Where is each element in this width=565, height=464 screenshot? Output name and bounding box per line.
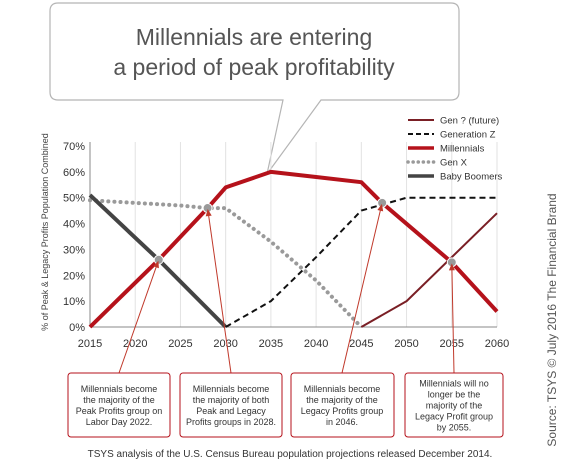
annotation-text: Millennials become the majority of both Pe… — [186, 384, 276, 427]
x-tick-label: 2025 — [168, 338, 192, 350]
y-tick-label: 50% — [63, 193, 85, 205]
annotation-arrowhead — [153, 260, 159, 269]
annotation-text: Millennials will no longer be the majority… — [415, 379, 493, 433]
series-lines — [88, 169, 499, 329]
x-tick-label: 2020 — [123, 338, 147, 350]
y-tick-label: 40% — [63, 219, 85, 231]
annotation-arrowhead — [377, 203, 384, 212]
legend: Gen ? (future) Generation Z Millennials Gen… — [406, 116, 503, 183]
y-tick-label: 0% — [69, 322, 85, 334]
annotation-text: Millennials become the majority of the Leg… — [301, 384, 384, 427]
annotation-arrowhead — [205, 209, 212, 217]
x-tick-label: 2055 — [440, 338, 464, 350]
annotation-box — [179, 372, 283, 438]
x-tick-label: 2030 — [213, 338, 237, 350]
annotation-box — [404, 372, 504, 438]
legend-label-baby-boomers: Baby Boomers — [440, 172, 503, 183]
gridlines — [89, 142, 498, 327]
annotations: Millennials become the majority of the Pea… — [67, 203, 504, 438]
y-tick-label: 60% — [63, 167, 85, 179]
x-tick-label: 2045 — [349, 338, 373, 350]
x-tick-label: 2015 — [78, 338, 102, 350]
legend-label-gen-x: Gen X — [440, 158, 468, 169]
annotation-arrow — [207, 213, 232, 374]
footer-note: TSYS analysis of the U.S. Census Bureau … — [88, 449, 493, 460]
y-tick-label: 30% — [63, 244, 85, 256]
x-tick-label: 2035 — [259, 338, 283, 350]
callout-title-line-1: Millennials are entering — [136, 24, 373, 50]
callout-title-line-2: a period of peak profitability — [113, 54, 395, 80]
axes: 2015 2020 2025 2030 2035 2040 2045 2050 2055 2060… — [63, 141, 509, 350]
x-tick-label: 2050 — [394, 338, 418, 350]
series-line-gen-future — [360, 212, 498, 328]
x-tick-label: 2060 — [485, 338, 509, 350]
annotation-arrowhead — [448, 263, 455, 271]
y-tick-label: 70% — [63, 141, 85, 153]
annotation-box — [67, 372, 171, 438]
series-line-gen-x — [88, 198, 364, 329]
source-credit: Source: TSYS © July 2016 The Financial B… — [545, 193, 559, 446]
crossing-marker — [153, 254, 164, 265]
x-tick-label: 2040 — [304, 338, 328, 350]
y-axis-label: % of Peak & Legacy Profits Population Co… — [40, 133, 50, 331]
annotation-box — [290, 372, 395, 438]
y-tick-label: 10% — [63, 296, 85, 308]
crossing-markers — [153, 197, 457, 268]
title-callout-bubble — [49, 2, 460, 175]
y-tick-label: 20% — [63, 270, 85, 282]
legend-label-millennials: Millennials — [440, 144, 485, 155]
legend-label-gen-z: Generation Z — [440, 130, 496, 141]
series-line-millennials — [88, 169, 499, 329]
annotation-arrow — [341, 208, 382, 374]
annotation-arrow — [451, 268, 455, 374]
legend-label-gen-future: Gen ? (future) — [440, 116, 499, 127]
annotation-arrow — [118, 265, 158, 374]
annotation-text: Millennials become the majority of the Pea… — [76, 384, 163, 427]
series-line-gen-z — [225, 196, 497, 328]
